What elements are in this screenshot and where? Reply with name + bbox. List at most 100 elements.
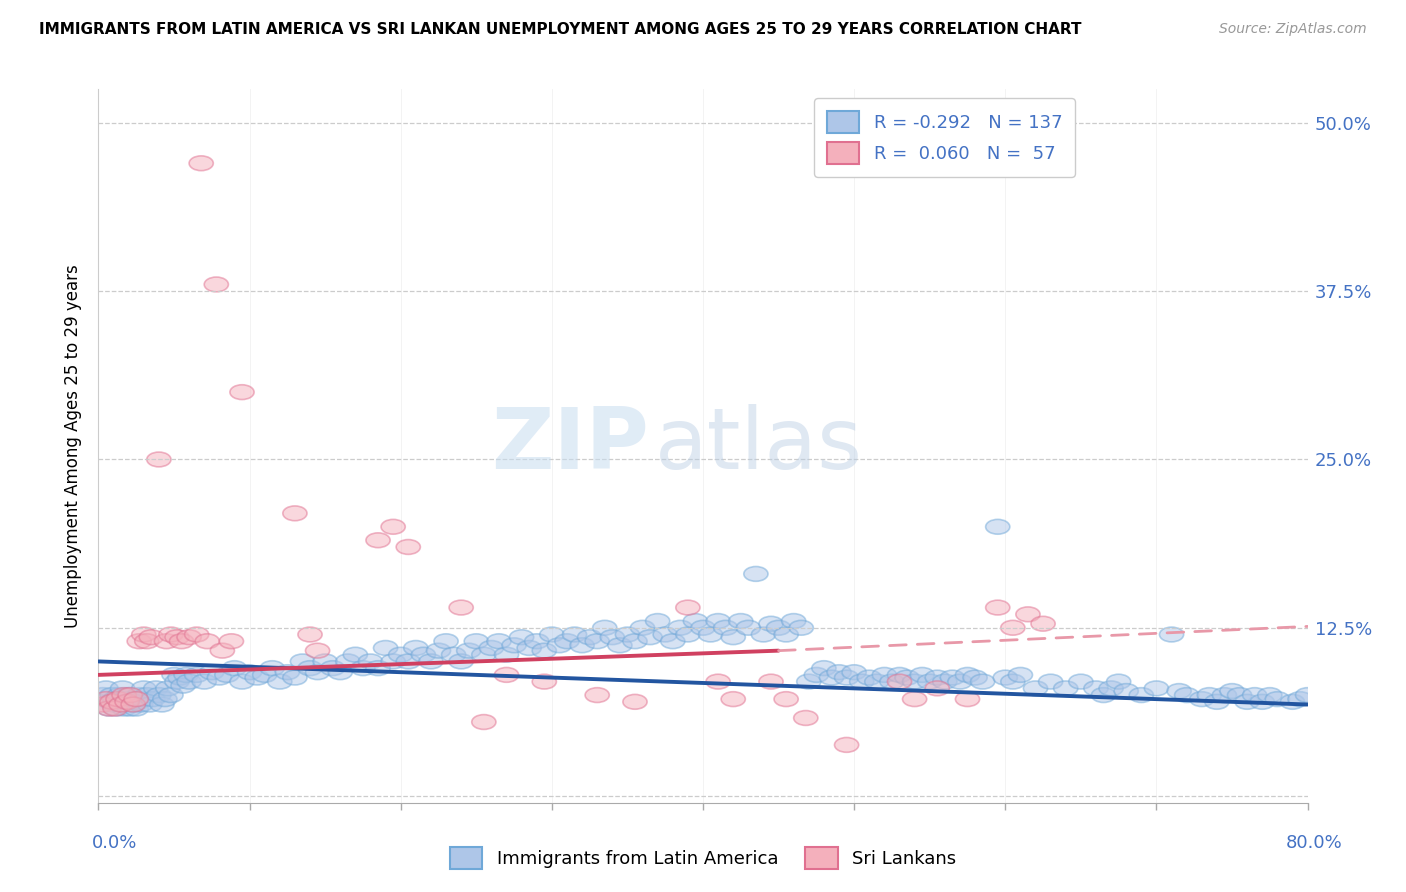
Ellipse shape [222,661,246,675]
Ellipse shape [211,643,235,658]
Ellipse shape [190,156,214,170]
Ellipse shape [122,691,146,706]
Ellipse shape [267,674,292,689]
Ellipse shape [744,566,768,582]
Ellipse shape [661,634,685,648]
Ellipse shape [146,452,172,467]
Ellipse shape [683,614,707,629]
Ellipse shape [925,670,949,685]
Ellipse shape [107,688,132,703]
Ellipse shape [381,654,405,669]
Ellipse shape [94,681,118,696]
Ellipse shape [98,694,122,709]
Ellipse shape [1091,688,1115,703]
Ellipse shape [260,661,284,675]
Ellipse shape [1167,683,1191,698]
Ellipse shape [1069,674,1092,689]
Ellipse shape [103,701,127,716]
Ellipse shape [396,654,420,669]
Ellipse shape [298,627,322,642]
Ellipse shape [1001,620,1025,635]
Ellipse shape [759,616,783,632]
Ellipse shape [1295,688,1320,703]
Ellipse shape [827,665,851,680]
Ellipse shape [1001,674,1025,689]
Ellipse shape [1265,691,1289,706]
Ellipse shape [283,506,307,521]
Ellipse shape [616,627,640,642]
Ellipse shape [865,674,889,689]
Ellipse shape [97,701,121,716]
Ellipse shape [124,701,148,716]
Ellipse shape [918,674,942,689]
Ellipse shape [903,674,927,689]
Ellipse shape [184,627,208,642]
Text: Source: ZipAtlas.com: Source: ZipAtlas.com [1219,22,1367,37]
Ellipse shape [1281,694,1305,709]
Ellipse shape [607,638,631,653]
Ellipse shape [291,654,315,669]
Ellipse shape [1107,674,1130,689]
Ellipse shape [404,640,427,656]
Ellipse shape [129,698,153,712]
Ellipse shape [184,667,208,682]
Text: IMMIGRANTS FROM LATIN AMERICA VS SRI LANKAN UNEMPLOYMENT AMONG AGES 25 TO 29 YEA: IMMIGRANTS FROM LATIN AMERICA VS SRI LAN… [39,22,1081,37]
Ellipse shape [127,634,152,648]
Ellipse shape [305,665,329,680]
Ellipse shape [569,638,595,653]
Ellipse shape [524,634,548,648]
Ellipse shape [502,638,526,653]
Ellipse shape [457,643,481,658]
Legend: Immigrants from Latin America, Sri Lankans: Immigrants from Latin America, Sri Lanka… [443,839,963,876]
Legend: R = -0.292   N = 137, R =  0.060   N =  57: R = -0.292 N = 137, R = 0.060 N = 57 [814,98,1074,177]
Ellipse shape [986,519,1010,534]
Ellipse shape [94,691,118,706]
Ellipse shape [782,614,806,629]
Ellipse shape [699,627,723,642]
Ellipse shape [1250,694,1274,709]
Ellipse shape [600,630,624,645]
Y-axis label: Unemployment Among Ages 25 to 29 years: Unemployment Among Ages 25 to 29 years [65,264,83,628]
Ellipse shape [114,691,138,706]
Ellipse shape [336,654,360,669]
Ellipse shape [100,688,124,703]
Ellipse shape [118,688,142,703]
Ellipse shape [849,674,873,689]
Ellipse shape [1084,681,1108,696]
Ellipse shape [517,640,541,656]
Ellipse shape [449,600,474,615]
Ellipse shape [381,519,405,534]
Ellipse shape [91,698,115,712]
Ellipse shape [207,670,232,685]
Ellipse shape [495,648,519,662]
Ellipse shape [193,674,217,689]
Ellipse shape [131,691,155,706]
Ellipse shape [124,691,148,706]
Ellipse shape [366,533,389,548]
Ellipse shape [533,674,557,689]
Ellipse shape [737,620,761,635]
Ellipse shape [231,674,254,689]
Ellipse shape [276,665,299,680]
Ellipse shape [167,670,193,685]
Ellipse shape [835,738,859,752]
Ellipse shape [321,661,344,675]
Ellipse shape [472,714,496,730]
Ellipse shape [215,667,239,682]
Ellipse shape [298,661,322,675]
Ellipse shape [441,648,465,662]
Ellipse shape [645,614,669,629]
Ellipse shape [343,648,367,662]
Ellipse shape [1017,607,1040,622]
Ellipse shape [835,670,859,685]
Ellipse shape [880,674,904,689]
Ellipse shape [253,667,277,682]
Ellipse shape [578,630,602,645]
Ellipse shape [775,627,799,642]
Ellipse shape [842,665,866,680]
Ellipse shape [464,634,488,648]
Ellipse shape [547,638,571,653]
Ellipse shape [903,691,927,706]
Ellipse shape [204,277,228,292]
Ellipse shape [155,634,179,648]
